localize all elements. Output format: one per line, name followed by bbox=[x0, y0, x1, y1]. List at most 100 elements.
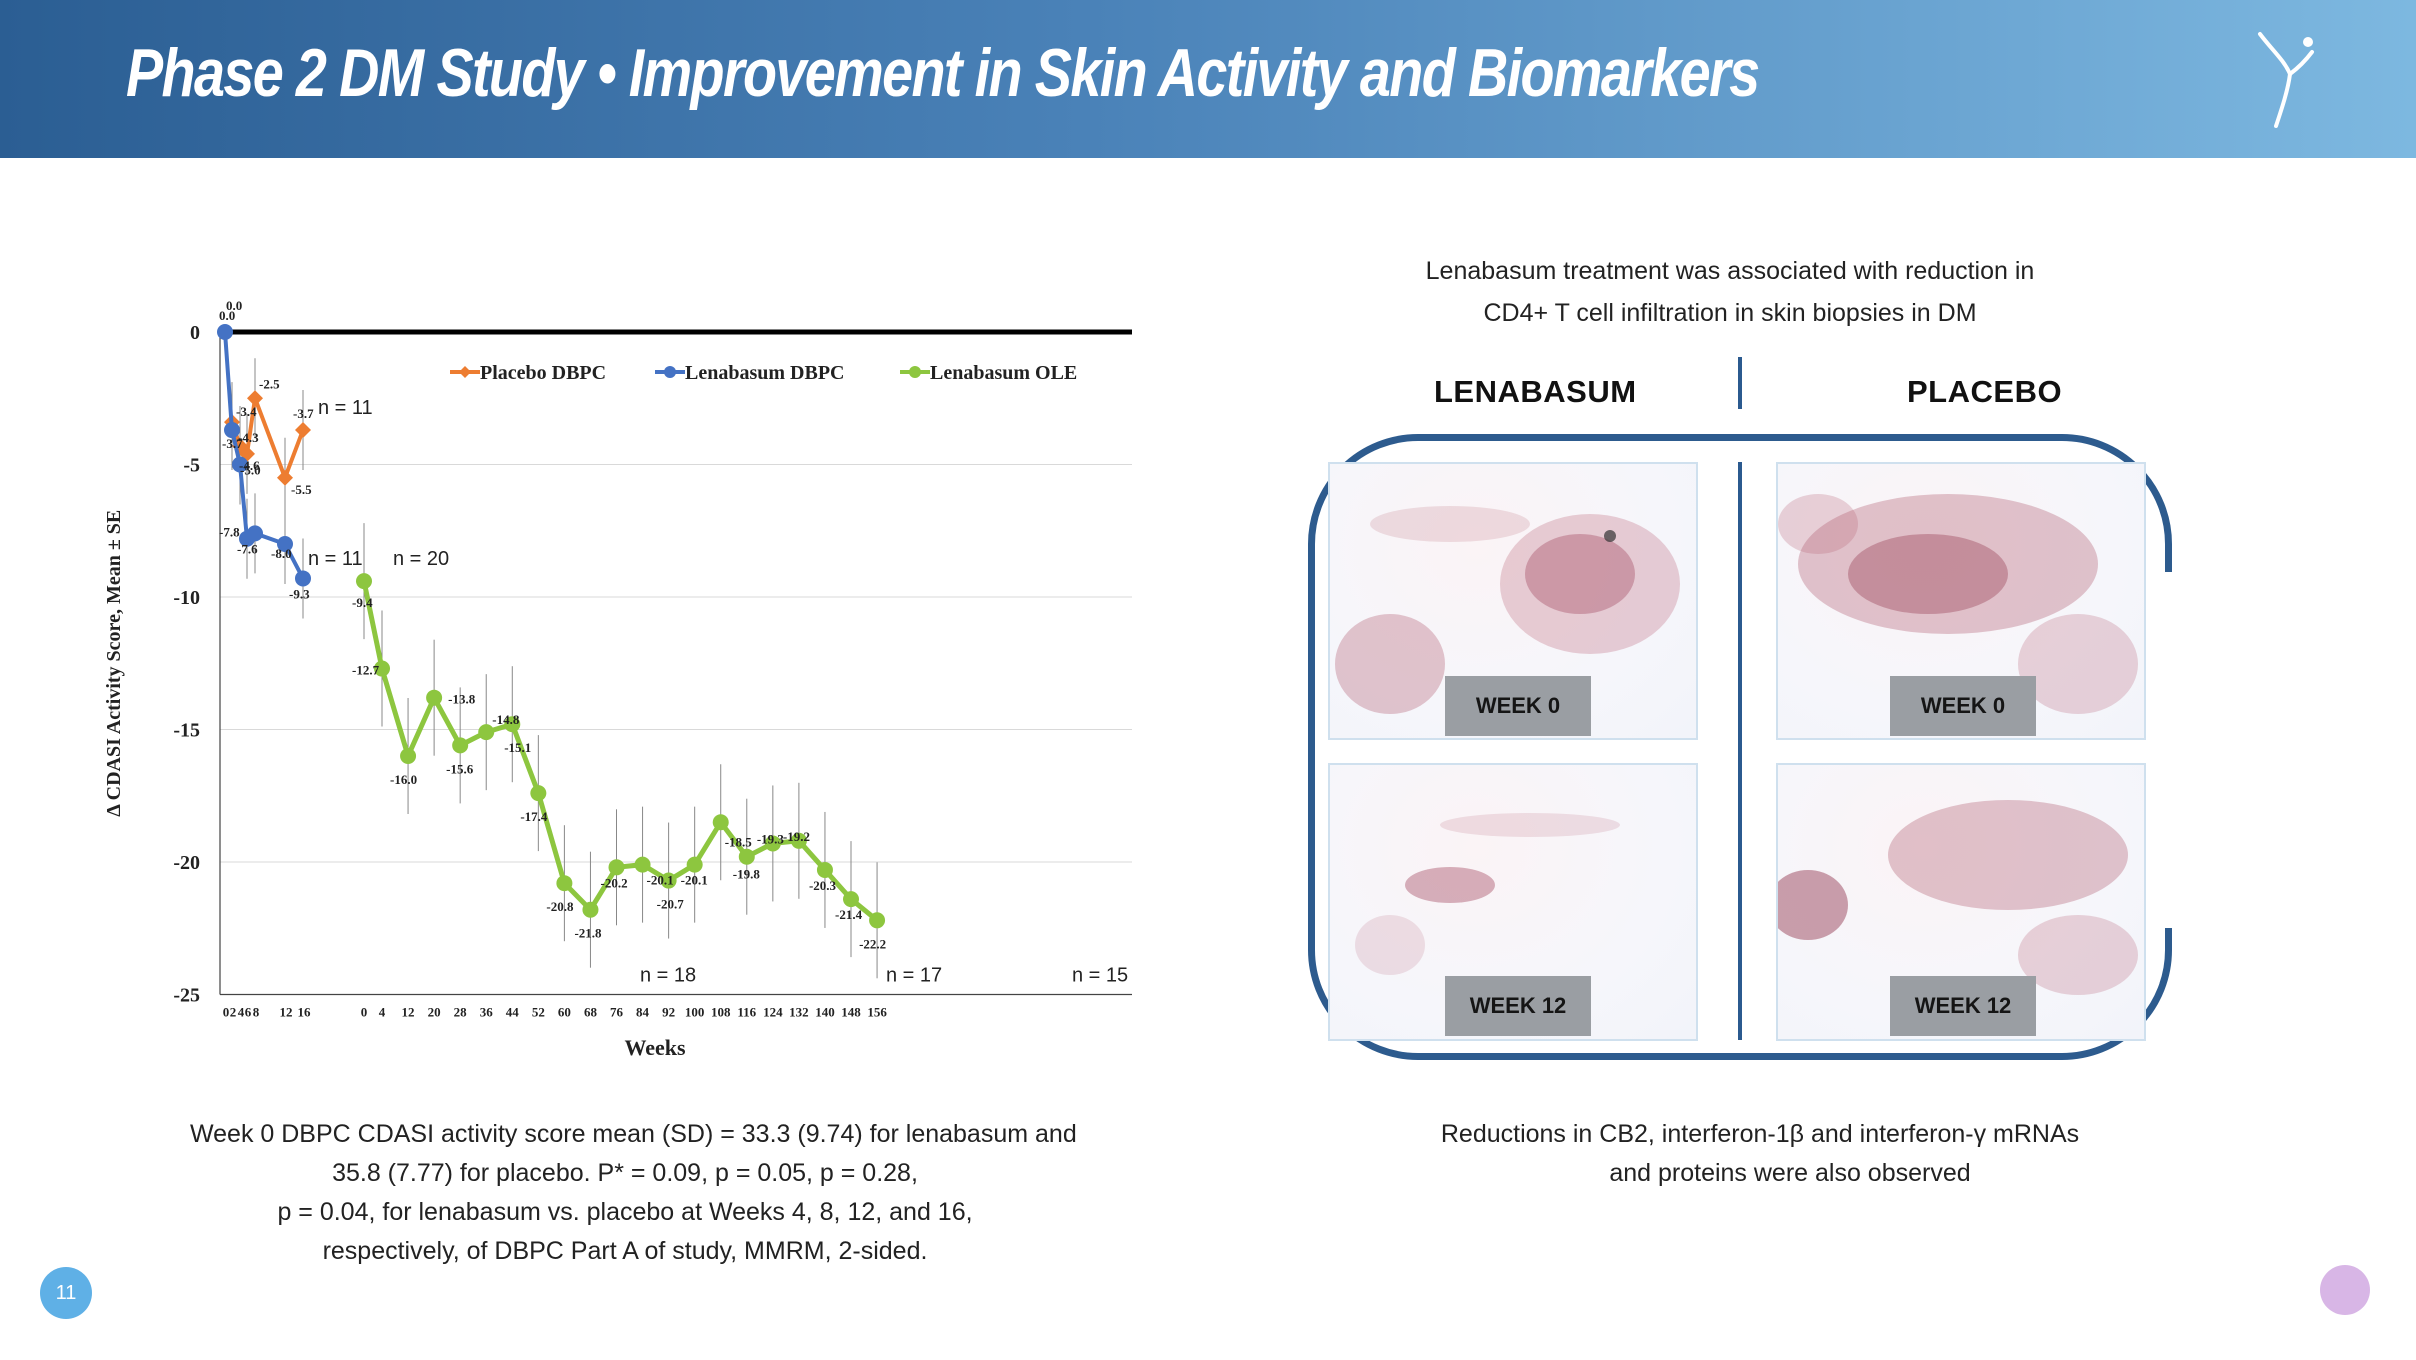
x-tick-label: 124 bbox=[763, 1005, 783, 1020]
data-point bbox=[660, 872, 677, 889]
week-12-label: WEEK 12 bbox=[1890, 976, 2036, 1036]
data-label: -16.0 bbox=[390, 772, 417, 787]
data-label: -15.6 bbox=[446, 761, 474, 776]
data-label: -19.2 bbox=[783, 829, 810, 844]
biomarker-caption: Reductions in CB2, interferon-1β and int… bbox=[1410, 1115, 2110, 1193]
data-label: -22.2 bbox=[859, 936, 886, 951]
data-label: -9.4 bbox=[352, 595, 373, 610]
y-tick-label: -20 bbox=[173, 852, 200, 874]
data-label: -20.8 bbox=[546, 899, 574, 914]
data-point bbox=[277, 469, 293, 486]
x-tick-label: 4 bbox=[379, 1005, 386, 1020]
data-point bbox=[556, 875, 573, 892]
biopsy-image-lenabasum-week0: WEEK 0 bbox=[1328, 462, 1698, 740]
sample-size-note: n = 11 bbox=[318, 397, 373, 419]
legend-label: Lenabasum DBPC bbox=[685, 362, 844, 384]
biopsy-intro: Lenabasum treatment was associated with … bbox=[1380, 250, 2080, 334]
data-label: -13.8 bbox=[448, 692, 476, 707]
lenabasum-column-heading: LENABASUM bbox=[1434, 374, 1637, 409]
intro-line: CD4+ T cell infiltration in skin biopsie… bbox=[1483, 299, 1977, 327]
data-label: -19.3 bbox=[757, 831, 785, 846]
data-point bbox=[452, 737, 469, 754]
data-label: -4.6 bbox=[239, 458, 260, 473]
sample-size-note: n = 18 bbox=[640, 964, 696, 986]
biopsy-image-placebo-week12: WEEK 12 bbox=[1776, 763, 2146, 1041]
legend-marker bbox=[664, 366, 676, 378]
corner-logo-icon bbox=[2320, 1265, 2370, 1315]
data-point bbox=[295, 422, 311, 439]
x-tick-label: 8 bbox=[253, 1005, 260, 1020]
x-tick-label: 44 bbox=[506, 1005, 520, 1020]
x-tick-label: 2 bbox=[230, 1005, 237, 1020]
data-point bbox=[224, 422, 240, 439]
data-label: -9.3 bbox=[289, 586, 310, 601]
cdasi-activity-chart: 0 -5 -10 -15 -20 -25 Δ CDASI Activity Score, M… bbox=[103, 298, 1132, 1060]
data-label: -5.0 bbox=[240, 463, 261, 478]
footnote-line: respectively, of DBPC Part A of study, M… bbox=[322, 1237, 928, 1265]
data-label: 0.0 bbox=[219, 308, 235, 323]
data-label: -20.3 bbox=[809, 878, 837, 893]
chart-footnote: Week 0 DBPC CDASI activity score mean (S… bbox=[190, 1115, 1077, 1271]
data-point bbox=[790, 832, 807, 849]
data-point bbox=[426, 689, 443, 706]
data-label: -2.5 bbox=[259, 376, 280, 391]
x-axis-label: Weeks bbox=[624, 1035, 686, 1060]
y-tick-label: -15 bbox=[173, 720, 200, 742]
footnote-line: Week 0 DBPC CDASI activity score mean (S… bbox=[190, 1120, 1077, 1148]
data-label: -7.8 bbox=[219, 525, 240, 540]
data-label: -3.7 bbox=[222, 436, 243, 451]
stained-cells-graphic bbox=[1778, 800, 2138, 995]
panel-divider bbox=[1738, 462, 1742, 1040]
legend-marker bbox=[459, 366, 471, 378]
data-point bbox=[764, 835, 781, 852]
title-banner: Phase 2 DM Study • Improvement in Skin A… bbox=[0, 0, 2416, 158]
x-tick-label: 12 bbox=[280, 1005, 293, 1020]
data-point bbox=[530, 785, 547, 802]
data-point bbox=[738, 848, 755, 865]
data-label: -5.5 bbox=[291, 482, 312, 497]
x-tick-label: 156 bbox=[867, 1005, 887, 1020]
data-label: -21.4 bbox=[835, 907, 863, 922]
y-tick-label: -5 bbox=[183, 455, 200, 477]
x-tick-label: 20 bbox=[428, 1005, 441, 1020]
x-tick-label: 36 bbox=[480, 1005, 494, 1020]
biopsy-image-lenabasum-week12: WEEK 12 bbox=[1328, 763, 1698, 1041]
data-point bbox=[478, 724, 495, 741]
x-tick-label: 12 bbox=[402, 1005, 415, 1020]
data-point bbox=[582, 901, 599, 918]
data-label: -12.7 bbox=[352, 663, 380, 678]
x-tick-label: 60 bbox=[558, 1005, 571, 1020]
data-label: -4.3 bbox=[238, 430, 259, 445]
caption-line: and proteins were also observed bbox=[1609, 1159, 1971, 1187]
data-label: -20.1 bbox=[681, 873, 708, 888]
data-label: -20.7 bbox=[657, 897, 685, 912]
data-point bbox=[277, 536, 293, 552]
x-tick-label: 116 bbox=[737, 1005, 756, 1020]
stained-cells-graphic bbox=[1335, 506, 1680, 714]
stained-cells-graphic bbox=[1778, 494, 2138, 714]
y-tick-label: 0 bbox=[190, 322, 200, 344]
intro-line: Lenabasum treatment was associated with … bbox=[1425, 257, 2035, 285]
y-axis-label: Δ CDASI Activity Score, Mean ± SE bbox=[103, 510, 125, 817]
legend-label: Lenabasum OLE bbox=[930, 362, 1077, 384]
data-point bbox=[356, 573, 372, 590]
x-tick-label: 148 bbox=[841, 1005, 861, 1020]
week-0-label: WEEK 0 bbox=[1445, 676, 1591, 736]
data-label: -3.4 bbox=[236, 404, 257, 419]
caption-line: Reductions in CB2, interferon-1β and int… bbox=[1440, 1120, 2080, 1148]
data-point bbox=[247, 525, 263, 542]
placebo-column-heading: PLACEBO bbox=[1907, 374, 2063, 409]
x-tick-label: 92 bbox=[662, 1005, 675, 1020]
sample-size-note: n = 11 bbox=[308, 548, 363, 570]
slide-title: Phase 2 DM Study • Improvement in Skin A… bbox=[126, 35, 1760, 111]
data-label: -18.5 bbox=[725, 834, 753, 849]
y-tick-label: -10 bbox=[173, 587, 200, 609]
footnote-line: p = 0.04, for lenabasum vs. placebo at W… bbox=[277, 1198, 973, 1226]
biopsy-image-placebo-week0: WEEK 0 bbox=[1776, 462, 2146, 740]
x-tick-label: 68 bbox=[584, 1005, 598, 1020]
data-point bbox=[232, 456, 248, 473]
footnote-line: 35.8 (7.77) for placebo. P* = 0.09, p = … bbox=[332, 1159, 918, 1187]
x-tick-label: 28 bbox=[454, 1005, 468, 1020]
data-point bbox=[608, 859, 625, 876]
data-label: -21.8 bbox=[574, 926, 602, 941]
